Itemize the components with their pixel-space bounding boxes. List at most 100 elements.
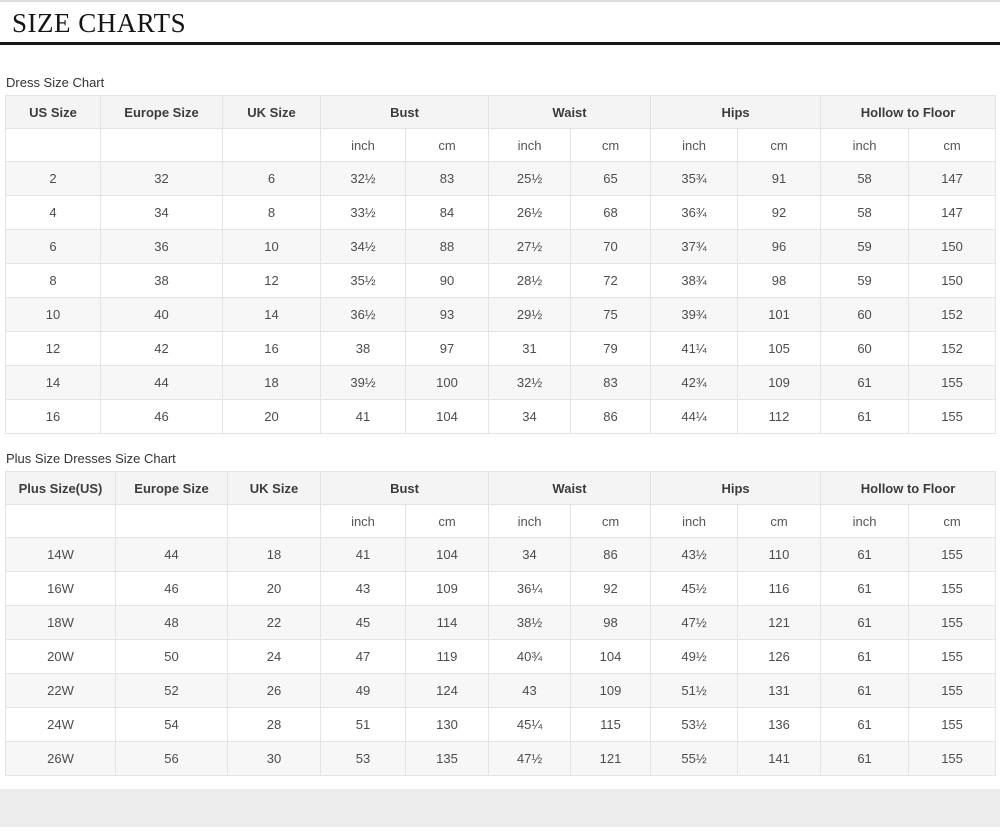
data-cell: 45¼: [488, 707, 572, 742]
header-row: US Size Europe Size UK Size Bust Waist Hips Ho…: [5, 95, 997, 129]
plus-size-chart-table-container: Plus Size(US) Europe Size UK Size Bust Waist…: [5, 471, 1000, 776]
data-cell: 147: [908, 161, 997, 196]
data-cell: 130: [404, 707, 490, 742]
data-cell: 59: [820, 263, 910, 298]
data-cell: 41: [320, 399, 406, 434]
data-cell: 22W: [5, 673, 116, 708]
data-cell: 61: [820, 571, 910, 606]
data-cell: 20: [222, 399, 321, 434]
data-cell: 60: [820, 297, 910, 332]
data-cell: 91: [737, 161, 822, 196]
data-cell: 86: [570, 399, 652, 434]
data-cell: 8: [5, 263, 101, 298]
data-cell: 43½: [650, 537, 739, 572]
data-cell: 20W: [5, 639, 116, 674]
header-row: Plus Size(US) Europe Size UK Size Bust Waist…: [5, 471, 997, 505]
table-row: 18W 48 22 45 114 38½ 98 47½ 121 61 155: [5, 605, 997, 640]
data-cell: 83: [404, 161, 490, 196]
empty-cell: [100, 128, 223, 162]
data-cell: 93: [404, 297, 490, 332]
data-cell: 45: [320, 605, 406, 640]
data-cell: 39¾: [650, 297, 739, 332]
data-cell: 105: [737, 331, 822, 366]
table-row: 10 40 14 36½ 93 29½ 75 39¾ 101 60 152: [5, 297, 997, 332]
data-cell: 47½: [650, 605, 739, 640]
data-cell: 38: [320, 331, 406, 366]
column-header: UK Size: [222, 95, 321, 129]
table-row: 26W 56 30 53 135 47½ 121 55½ 141 61 155: [5, 741, 997, 776]
empty-cell: [222, 128, 321, 162]
data-cell: 109: [737, 365, 822, 400]
data-cell: 61: [820, 707, 910, 742]
data-cell: 121: [737, 605, 822, 640]
column-header: Plus Size(US): [5, 471, 116, 505]
data-cell: 48: [115, 605, 228, 640]
unit-cell: inch: [320, 504, 406, 538]
data-cell: 18: [222, 365, 321, 400]
data-cell: 112: [737, 399, 822, 434]
data-cell: 65: [570, 161, 652, 196]
data-cell: 24W: [5, 707, 116, 742]
data-cell: 28½: [488, 263, 572, 298]
data-cell: 119: [404, 639, 490, 674]
units-row: inch cm inch cm inch cm inch cm: [5, 128, 997, 162]
data-cell: 41¼: [650, 331, 739, 366]
data-cell: 26W: [5, 741, 116, 776]
data-cell: 27½: [488, 229, 572, 264]
column-header: Europe Size: [115, 471, 228, 505]
group-header: Bust: [319, 471, 490, 505]
data-cell: 34½: [320, 229, 406, 264]
group-header: Hips: [650, 471, 822, 505]
data-cell: 116: [737, 571, 822, 606]
table-row: 2 32 6 32½ 83 25½ 65 35¾ 91 58 147: [5, 161, 997, 196]
data-cell: 6: [5, 229, 101, 264]
data-cell: 155: [908, 741, 997, 776]
data-cell: 59: [820, 229, 910, 264]
data-cell: 110: [737, 537, 822, 572]
data-cell: 84: [404, 195, 490, 230]
data-cell: 53: [320, 741, 406, 776]
data-cell: 14: [222, 297, 321, 332]
data-cell: 92: [570, 571, 652, 606]
title-divider: [0, 42, 1000, 45]
data-cell: 147: [908, 195, 997, 230]
data-cell: 97: [404, 331, 490, 366]
data-cell: 88: [404, 229, 490, 264]
data-cell: 150: [908, 229, 997, 264]
data-cell: 46: [115, 571, 228, 606]
data-cell: 40: [100, 297, 223, 332]
data-cell: 68: [570, 195, 652, 230]
data-cell: 83: [570, 365, 652, 400]
data-cell: 98: [570, 605, 652, 640]
table-row: 4 34 8 33½ 84 26½ 68 36¾ 92 58 147: [5, 195, 997, 230]
data-cell: 36½: [320, 297, 406, 332]
data-cell: 100: [404, 365, 490, 400]
data-cell: 31: [488, 331, 572, 366]
data-cell: 61: [820, 605, 910, 640]
footer-band: [0, 789, 1000, 827]
data-cell: 12: [222, 263, 321, 298]
data-cell: 34: [488, 537, 572, 572]
data-cell: 36: [100, 229, 223, 264]
data-cell: 51½: [650, 673, 739, 708]
data-cell: 38: [100, 263, 223, 298]
data-cell: 136: [737, 707, 822, 742]
data-cell: 26: [227, 673, 321, 708]
data-cell: 104: [404, 537, 490, 572]
data-cell: 14W: [5, 537, 116, 572]
data-cell: 10: [222, 229, 321, 264]
data-cell: 36¾: [650, 195, 739, 230]
data-cell: 42¾: [650, 365, 739, 400]
data-cell: 37¾: [650, 229, 739, 264]
unit-cell: inch: [488, 128, 572, 162]
data-cell: 141: [737, 741, 822, 776]
data-cell: 47½: [488, 741, 572, 776]
data-cell: 32: [100, 161, 223, 196]
size-table: US Size Europe Size UK Size Bust Waist Hips Ho…: [5, 95, 997, 434]
unit-cell: cm: [737, 128, 822, 162]
data-cell: 34: [488, 399, 572, 434]
data-cell: 34: [100, 195, 223, 230]
data-cell: 12: [5, 331, 101, 366]
unit-cell: cm: [404, 504, 490, 538]
